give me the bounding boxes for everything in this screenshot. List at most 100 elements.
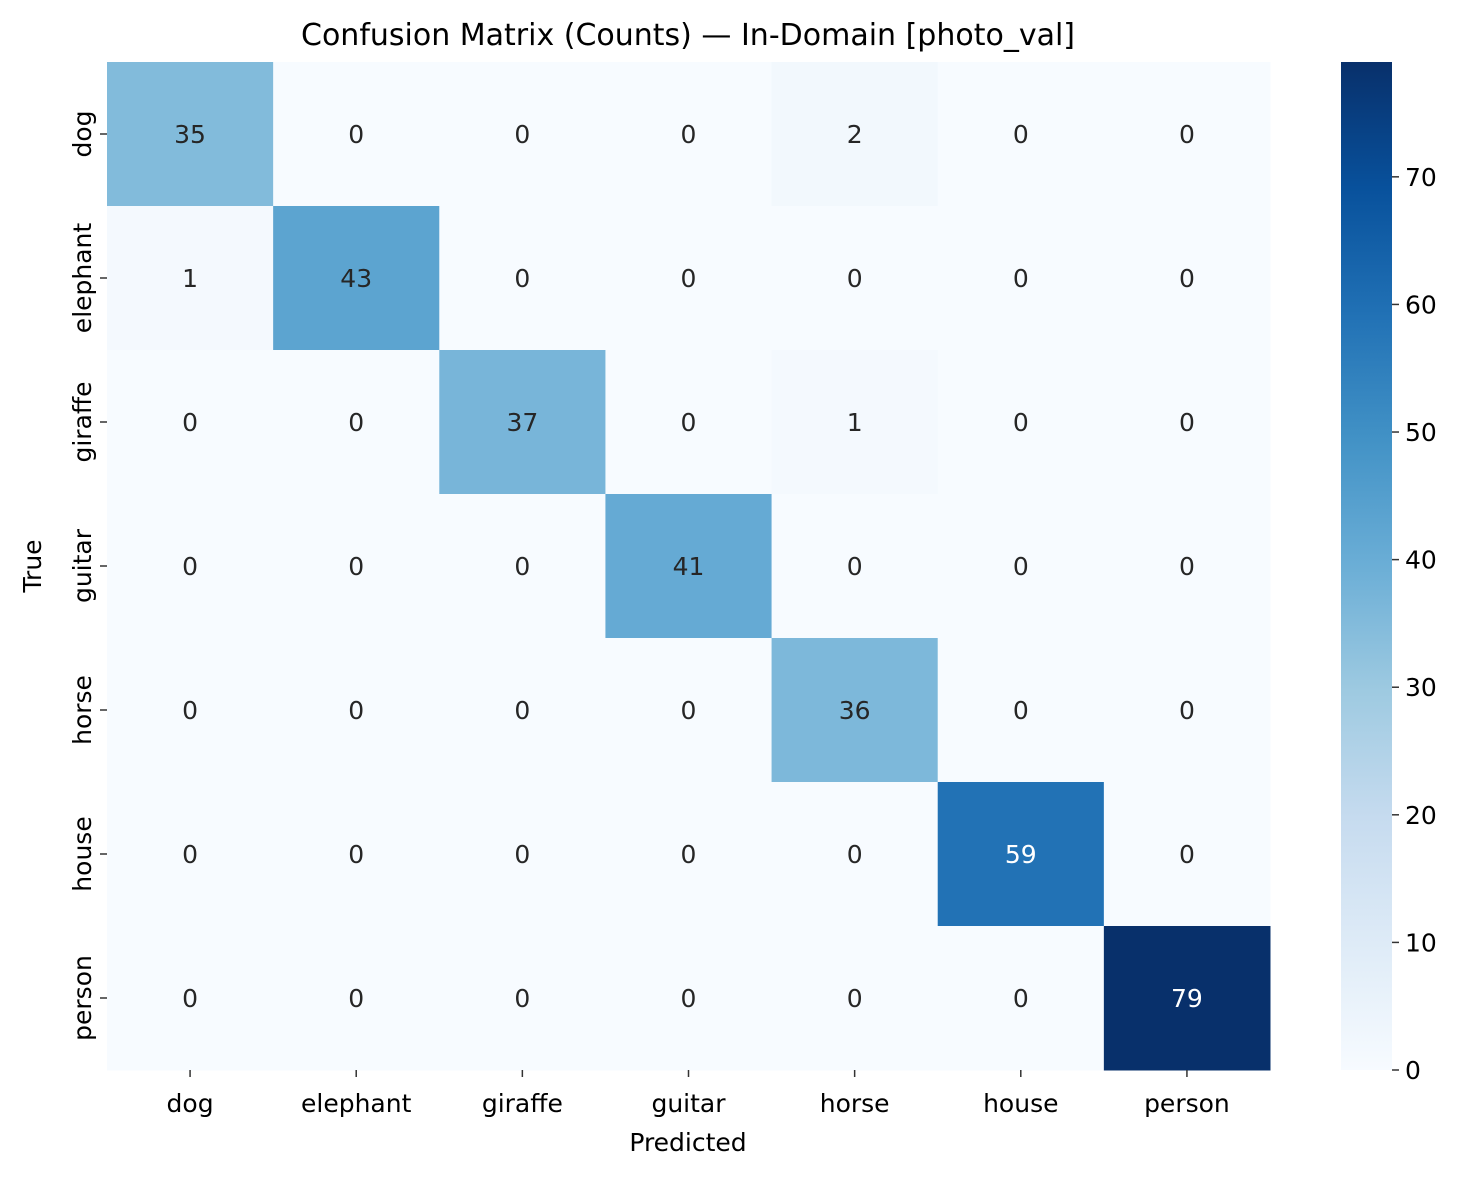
cell-value-label: 0 bbox=[182, 552, 198, 581]
cell-value-label: 0 bbox=[1013, 552, 1029, 581]
cell-value-label: 0 bbox=[182, 696, 198, 725]
heatmap-cell bbox=[273, 62, 440, 207]
heatmap-cell bbox=[439, 350, 606, 495]
colorbar-ticks: 0 10 20 30 40 50 60 70 bbox=[1392, 163, 1437, 1085]
cell-value-label: 0 bbox=[348, 120, 364, 149]
heatmap-cell bbox=[937, 782, 1105, 927]
cell-value-label: 0 bbox=[1013, 120, 1029, 149]
y-axis-label: True bbox=[18, 539, 47, 593]
y-tick-label: horse bbox=[68, 675, 97, 745]
x-axis-label: Predicted bbox=[629, 1128, 746, 1157]
heatmap-cell bbox=[605, 350, 773, 495]
colorbar-tick-label: 70 bbox=[1405, 163, 1437, 192]
cell-value-label: 0 bbox=[681, 840, 697, 869]
heatmap-cell bbox=[1103, 782, 1271, 927]
heatmap-cell bbox=[273, 350, 440, 495]
chart-title: Confusion Matrix (Counts) — In-Domain [p… bbox=[301, 18, 1075, 53]
heatmap-cell bbox=[107, 494, 274, 639]
cell-value-label: 0 bbox=[348, 696, 364, 725]
heatmap-cell bbox=[605, 206, 773, 351]
x-tick-label: guitar bbox=[651, 1089, 726, 1118]
cell-value-label: 37 bbox=[506, 408, 538, 437]
cell-value-label: 35 bbox=[174, 120, 206, 149]
cell-value-label: 0 bbox=[182, 984, 198, 1013]
cell-value-label: 0 bbox=[514, 840, 530, 869]
cell-value-label: 0 bbox=[514, 120, 530, 149]
cell-value-label: 41 bbox=[673, 552, 705, 581]
heatmap-cell bbox=[1103, 926, 1271, 1071]
heatmap-cell bbox=[937, 206, 1105, 351]
cell-value-label: 0 bbox=[348, 408, 364, 437]
y-axis: dog elephant giraffe guitar horse house person bbox=[68, 110, 107, 1041]
heatmap-cell bbox=[937, 926, 1105, 1071]
cell-value-label: 2 bbox=[847, 120, 863, 149]
cell-value-label: 0 bbox=[1179, 696, 1195, 725]
heatmap-cell bbox=[605, 638, 773, 783]
heatmap-cell bbox=[1103, 206, 1271, 351]
heatmap-cell bbox=[605, 62, 773, 207]
heatmap-cell bbox=[937, 350, 1105, 495]
cell-value-label: 0 bbox=[514, 552, 530, 581]
y-tick-label: person bbox=[68, 955, 97, 1041]
x-tick-label: giraffe bbox=[482, 1089, 563, 1118]
heatmap-cell bbox=[273, 782, 440, 927]
heatmap-cell bbox=[107, 350, 274, 495]
cell-value-label: 0 bbox=[681, 264, 697, 293]
cell-value-label: 0 bbox=[681, 696, 697, 725]
y-tick-label: elephant bbox=[68, 223, 97, 334]
heatmap-cell bbox=[107, 926, 274, 1071]
cell-value-label: 0 bbox=[1013, 984, 1029, 1013]
cell-value-label: 0 bbox=[1013, 264, 1029, 293]
cell-value-label: 0 bbox=[1179, 840, 1195, 869]
heatmap-cell bbox=[771, 350, 939, 495]
y-tick-label: guitar bbox=[68, 528, 97, 603]
cell-value-label: 0 bbox=[847, 552, 863, 581]
heatmap-cell bbox=[771, 782, 939, 927]
cell-value-label: 79 bbox=[1171, 984, 1203, 1013]
cell-value-label: 43 bbox=[340, 264, 372, 293]
heatmap-cell bbox=[605, 494, 773, 639]
cell-value-label: 0 bbox=[1179, 408, 1195, 437]
cell-value-label: 0 bbox=[182, 408, 198, 437]
heatmap-cell bbox=[1103, 638, 1271, 783]
colorbar-tick-label: 0 bbox=[1405, 1056, 1421, 1085]
x-tick-label: horse bbox=[820, 1089, 890, 1118]
heatmap-cell bbox=[273, 206, 440, 351]
cell-value-label: 0 bbox=[514, 696, 530, 725]
cell-value-label: 0 bbox=[348, 840, 364, 869]
y-tick-label: giraffe bbox=[68, 381, 97, 462]
colorbar-tick-label: 10 bbox=[1405, 928, 1437, 957]
cell-value-label: 36 bbox=[839, 696, 871, 725]
cell-value-label: 0 bbox=[348, 552, 364, 581]
x-axis: dog elephant giraffe guitar horse house person bbox=[167, 1070, 1230, 1118]
cell-value-label: 0 bbox=[514, 264, 530, 293]
heatmap-cell bbox=[1103, 62, 1271, 207]
heatmap-cells bbox=[107, 62, 1271, 1071]
cell-value-label: 1 bbox=[847, 408, 863, 437]
heatmap-cell bbox=[605, 782, 773, 927]
heatmap-cell bbox=[937, 494, 1105, 639]
heatmap-cell bbox=[937, 62, 1105, 207]
cell-value-label: 0 bbox=[847, 840, 863, 869]
colorbar-gradient bbox=[1341, 62, 1392, 1070]
cell-value-label: 0 bbox=[847, 984, 863, 1013]
cell-value-label: 0 bbox=[1013, 696, 1029, 725]
y-tick-label: house bbox=[68, 816, 97, 891]
heatmap-cell bbox=[1103, 350, 1271, 495]
x-tick-label: house bbox=[983, 1089, 1058, 1118]
heatmap-cell bbox=[439, 206, 606, 351]
cell-value-label: 0 bbox=[681, 408, 697, 437]
heatmap-cell bbox=[605, 926, 773, 1071]
heatmap-cell bbox=[273, 926, 440, 1071]
heatmap-cell bbox=[1103, 494, 1271, 639]
cell-value-label: 0 bbox=[1179, 120, 1195, 149]
heatmap-cell bbox=[771, 62, 939, 207]
heatmap-cell bbox=[107, 638, 274, 783]
heatmap-cell bbox=[439, 494, 606, 639]
heatmap-cell bbox=[273, 494, 440, 639]
heatmap-cell bbox=[771, 206, 939, 351]
heatmap-cell bbox=[771, 638, 939, 783]
heatmap-cell bbox=[107, 782, 274, 927]
colorbar-tick-label: 50 bbox=[1405, 418, 1437, 447]
